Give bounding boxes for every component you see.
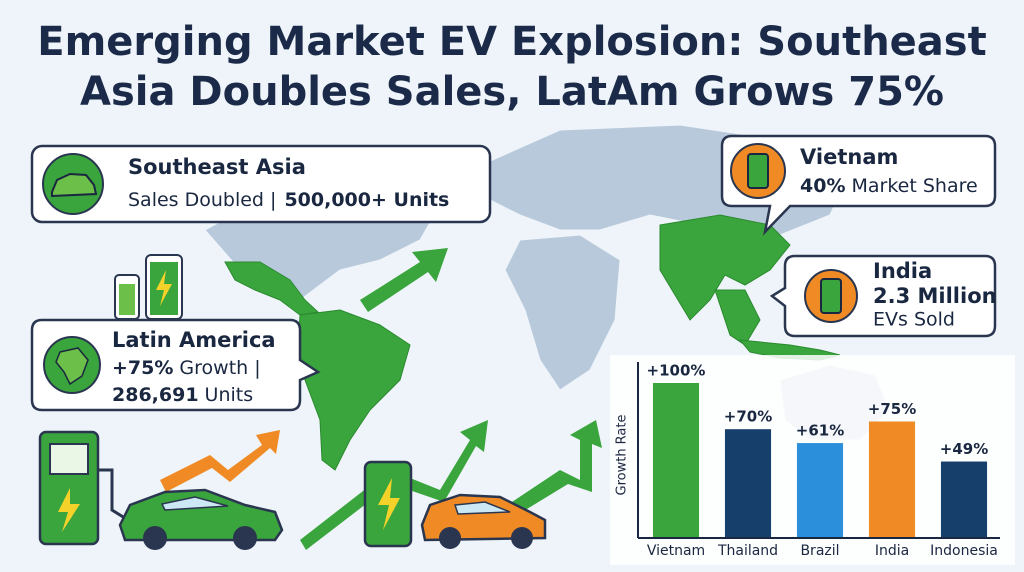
x-tick-label: Brazil [800,543,839,559]
x-tick-label: Indonesia [930,543,998,559]
bar [652,383,700,537]
callout-southeast-asia: Southeast Asia Sales Doubled | 500,000+ U… [30,144,492,224]
callout-title: Vietnam [800,145,898,169]
callout-highlight: 286,691 [112,384,199,406]
bar [796,443,844,537]
callout-text: 40% Market Share [800,175,978,197]
bar [724,429,772,537]
bar [940,461,988,537]
callout-highlight: 2.3 Million [873,284,997,308]
callout-text: Sales Doubled | [128,189,276,211]
y-axis-label: Growth Rate [615,415,630,496]
callout-text: Units [205,384,254,406]
callout-vietnam: Vietnam 40% Market Share [720,134,997,236]
callout-latin-america: Latin America +75% Growth | 286,691 Units [30,318,321,412]
title-line: Asia Doubles Sales, LatAm Grows 75% [80,69,944,115]
callout-text: Sales Doubled | 500,000+ Units [128,189,449,211]
callout-title: Southeast Asia [128,155,306,179]
value-label: +75% [868,400,916,418]
bar-chart: Growth Rate +100% Vietnam +70% Thailand +61%… [615,362,1000,559]
x-tick-label: India [875,543,909,559]
bar [868,421,916,537]
x-tick-label: Vietnam [647,543,705,559]
callout-text: +75% Growth | [112,357,261,379]
x-tick-label: Thailand [717,543,778,559]
callout-title: Latin America [112,328,276,352]
callout-india: India 2.3 Million EVs Sold [769,254,997,338]
value-label: +61% [796,422,844,440]
callout-highlight: 500,000+ Units [284,189,449,211]
callout-text: 286,691 Units [112,384,253,406]
value-label: +100% [647,362,706,380]
callout-highlight: 40% [800,175,845,197]
title-line: Emerging Market EV Explosion: Southeast [37,19,986,65]
car-icon [118,488,547,550]
callout-highlight: +75% [112,357,173,379]
callout-title: India [873,259,932,283]
callout-text: Market Share [851,175,977,197]
callout-text: Growth | [179,357,260,379]
value-label: +70% [724,408,772,426]
charging-station [38,430,129,546]
battery-icon [114,254,413,548]
callout-text: EVs Sold [873,309,955,331]
value-label: +49% [940,440,988,458]
